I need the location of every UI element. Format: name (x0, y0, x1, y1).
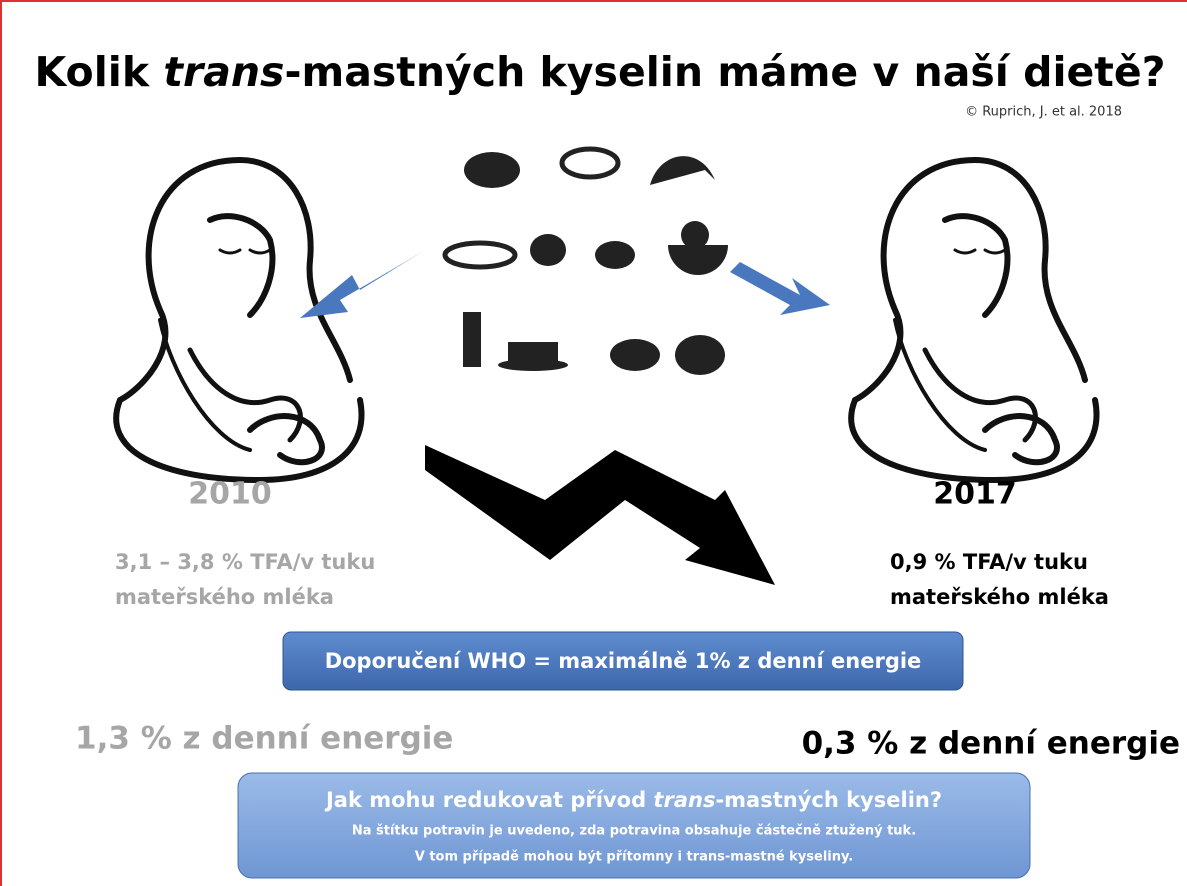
title-part: Kolik (35, 48, 164, 96)
who-text: Doporučení WHO = maximálně 1% z denní en… (325, 649, 922, 673)
left-line: mateřského mléka (115, 585, 334, 609)
zigzag-arrow (425, 445, 775, 585)
tip-line: V tom případě mohou být přítomny i trans… (415, 850, 853, 865)
energy-right: 0,3 % z denní energie (802, 726, 1180, 762)
title: Kolik trans-mastných kyselin máme v naší… (35, 48, 1166, 96)
left-line: 3,1 – 3,8 % TFA/v tuku (115, 550, 375, 574)
energy-left: 1,3 % z denní energie (75, 721, 453, 757)
arrow-left (300, 250, 425, 318)
food-icons (445, 149, 728, 375)
title-part: -mastných kyselin máme v naší dietě? (284, 48, 1165, 96)
tip-line: Na štítku potravin je uvedeno, zda potra… (352, 824, 916, 839)
right-line: mateřského mléka (890, 585, 1109, 609)
year-right: 2017 (933, 477, 1017, 512)
tip-title-italic: trans (653, 788, 715, 812)
tip-title-part: Jak mohu redukovat přívod (324, 788, 653, 812)
mother-right (851, 160, 1096, 480)
arrow-right (730, 262, 830, 315)
page: Kolik trans-mastných kyselin máme v naší… (0, 0, 1187, 886)
credit: © Ruprich, J. et al. 2018 (965, 105, 1122, 120)
right-line: 0,9 % TFA/v tuku (890, 550, 1088, 574)
slide: Kolik trans-mastných kyselin máme v naší… (0, 0, 1187, 886)
year-left: 2010 (188, 477, 272, 512)
mother-left (116, 160, 361, 480)
tip-title-part: -mastných kyselin? (715, 788, 942, 812)
title-italic: trans (163, 48, 284, 96)
tip-title: Jak mohu redukovat přívod trans-mastných… (324, 788, 942, 812)
